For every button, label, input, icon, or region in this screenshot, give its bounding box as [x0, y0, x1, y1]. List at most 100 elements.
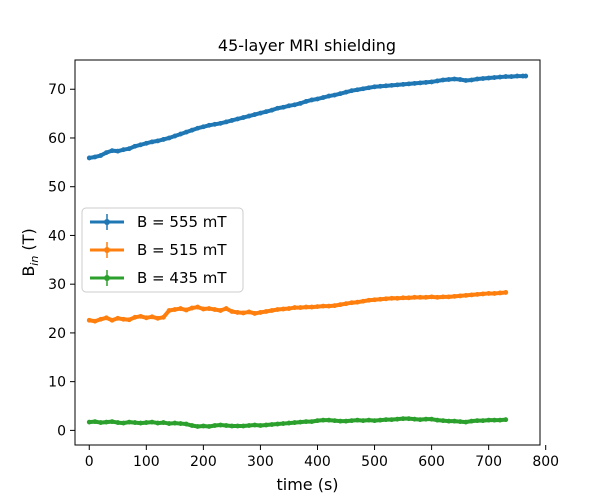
- data-point: [360, 298, 366, 304]
- data-point: [337, 302, 343, 308]
- data-point: [195, 304, 201, 310]
- data-point: [469, 77, 474, 83]
- data-point: [218, 120, 223, 126]
- data-point: [469, 418, 474, 424]
- data-point: [280, 104, 286, 110]
- data-point: [292, 102, 298, 108]
- data-point: [258, 423, 263, 428]
- data-point: [326, 417, 332, 423]
- data-point: [315, 96, 320, 102]
- y-axis: 0 10 20 30 40 50 60 70: [48, 82, 75, 439]
- data-point: [434, 78, 440, 84]
- data-point: [200, 124, 206, 130]
- data-point: [366, 297, 372, 303]
- data-point: [309, 419, 315, 425]
- data-point: [474, 76, 480, 82]
- series-1: [86, 290, 509, 324]
- data-point: [138, 142, 144, 148]
- data-point: [195, 424, 201, 429]
- data-point: [240, 115, 246, 120]
- data-point: [400, 416, 406, 422]
- series-line-0: [87, 74, 528, 160]
- data-point: [349, 300, 355, 306]
- data-point: [109, 317, 115, 323]
- data-point: [446, 77, 452, 82]
- data-point: [497, 74, 503, 80]
- data-point: [235, 423, 241, 429]
- data-point: [452, 418, 457, 424]
- data-point: [429, 79, 434, 85]
- data-point: [486, 75, 492, 81]
- data-point: [240, 310, 246, 316]
- data-point: [446, 294, 452, 300]
- data-point: [206, 424, 212, 429]
- data-point: [161, 420, 166, 425]
- legend-swatch-marker: [104, 247, 110, 253]
- data-point: [523, 73, 529, 79]
- y-tick-label: 20: [48, 326, 66, 342]
- data-point: [377, 296, 383, 302]
- data-point: [126, 419, 132, 425]
- data-point: [315, 418, 320, 424]
- data-point: [503, 74, 509, 79]
- plot-content: [86, 73, 529, 429]
- data-point: [434, 417, 440, 423]
- data-point: [143, 315, 149, 321]
- data-point: [115, 420, 121, 425]
- x-tick-label: 400: [304, 454, 331, 470]
- data-point: [417, 417, 423, 423]
- data-point: [275, 307, 280, 312]
- data-point: [446, 418, 452, 424]
- data-point: [309, 304, 315, 310]
- data-point: [372, 297, 377, 303]
- data-point: [206, 306, 212, 311]
- data-point: [383, 417, 389, 423]
- data-point: [155, 315, 161, 321]
- data-point: [332, 92, 338, 98]
- data-point: [223, 306, 229, 311]
- x-tick-label: 700: [475, 454, 502, 470]
- data-point: [98, 316, 104, 322]
- data-point: [394, 295, 400, 301]
- data-point: [86, 155, 92, 161]
- data-point: [377, 83, 383, 89]
- data-point: [383, 83, 389, 89]
- data-point: [417, 294, 423, 300]
- data-point: [480, 76, 486, 81]
- data-point: [280, 421, 286, 426]
- data-point: [457, 419, 463, 425]
- data-point: [491, 75, 497, 80]
- data-point: [269, 308, 275, 313]
- data-point: [86, 419, 92, 425]
- data-point: [178, 421, 183, 426]
- y-tick-label: 30: [48, 277, 66, 293]
- data-point: [383, 296, 389, 302]
- data-point: [297, 100, 303, 106]
- data-point: [183, 421, 189, 427]
- legend-label: B = 515 mT: [137, 241, 227, 259]
- data-point: [509, 74, 514, 79]
- y-axis-label-unit: (T): [19, 228, 38, 255]
- data-point: [155, 138, 161, 144]
- data-point: [343, 301, 349, 307]
- plot-frame: [74, 59, 541, 446]
- y-tick-label: 10: [48, 375, 66, 391]
- data-point: [337, 91, 343, 97]
- x-tick-label: 500: [361, 454, 388, 470]
- data-point: [172, 420, 178, 426]
- data-point: [480, 291, 486, 297]
- data-point: [252, 422, 258, 428]
- data-point: [491, 417, 497, 423]
- data-point: [400, 295, 406, 301]
- data-point: [98, 153, 104, 158]
- data-point: [332, 303, 338, 309]
- data-point: [292, 420, 298, 425]
- data-point: [320, 95, 326, 100]
- data-point: [149, 314, 155, 320]
- data-point: [212, 121, 218, 127]
- data-point: [286, 103, 292, 109]
- data-point: [275, 105, 280, 111]
- x-tick-label: 300: [247, 454, 274, 470]
- data-point: [258, 110, 263, 116]
